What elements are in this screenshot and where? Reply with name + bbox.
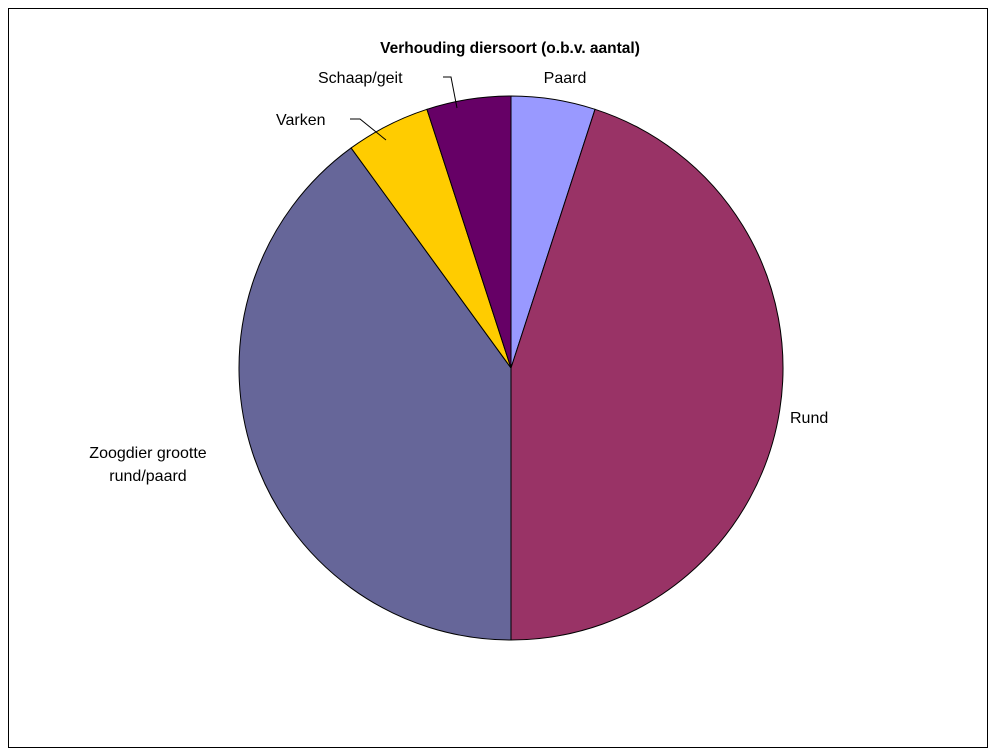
leader-lines [350, 76, 458, 141]
chart-title: Verhouding diersoort (o.b.v. aantal) [380, 40, 640, 57]
slice-labels: Paard Rund Zoogdier grootte rund/paard Varke… [89, 70, 828, 485]
pie-slice-schaap-geit [426, 95, 512, 369]
pie-chart: Verhouding diersoort (o.b.v. aantal) Paa… [89, 40, 828, 641]
leader-line-varken [350, 118, 387, 141]
leader-line-schaap-geit [443, 76, 458, 109]
slice-label-paard: Paard [544, 70, 587, 87]
pie-slice-zoogdier-grootte-rund-paard [238, 147, 512, 641]
pie-slices [238, 95, 784, 641]
pie-slice-rund [510, 108, 784, 641]
slice-label-zoogdier-grootte-rund-paard: Zoogdier grootte rund/paard [89, 445, 207, 485]
slice-label-varken: Varken [276, 112, 326, 129]
slice-label-rund: Rund [790, 410, 828, 427]
slice-label-schaap-geit: Schaap/geit [318, 70, 403, 87]
